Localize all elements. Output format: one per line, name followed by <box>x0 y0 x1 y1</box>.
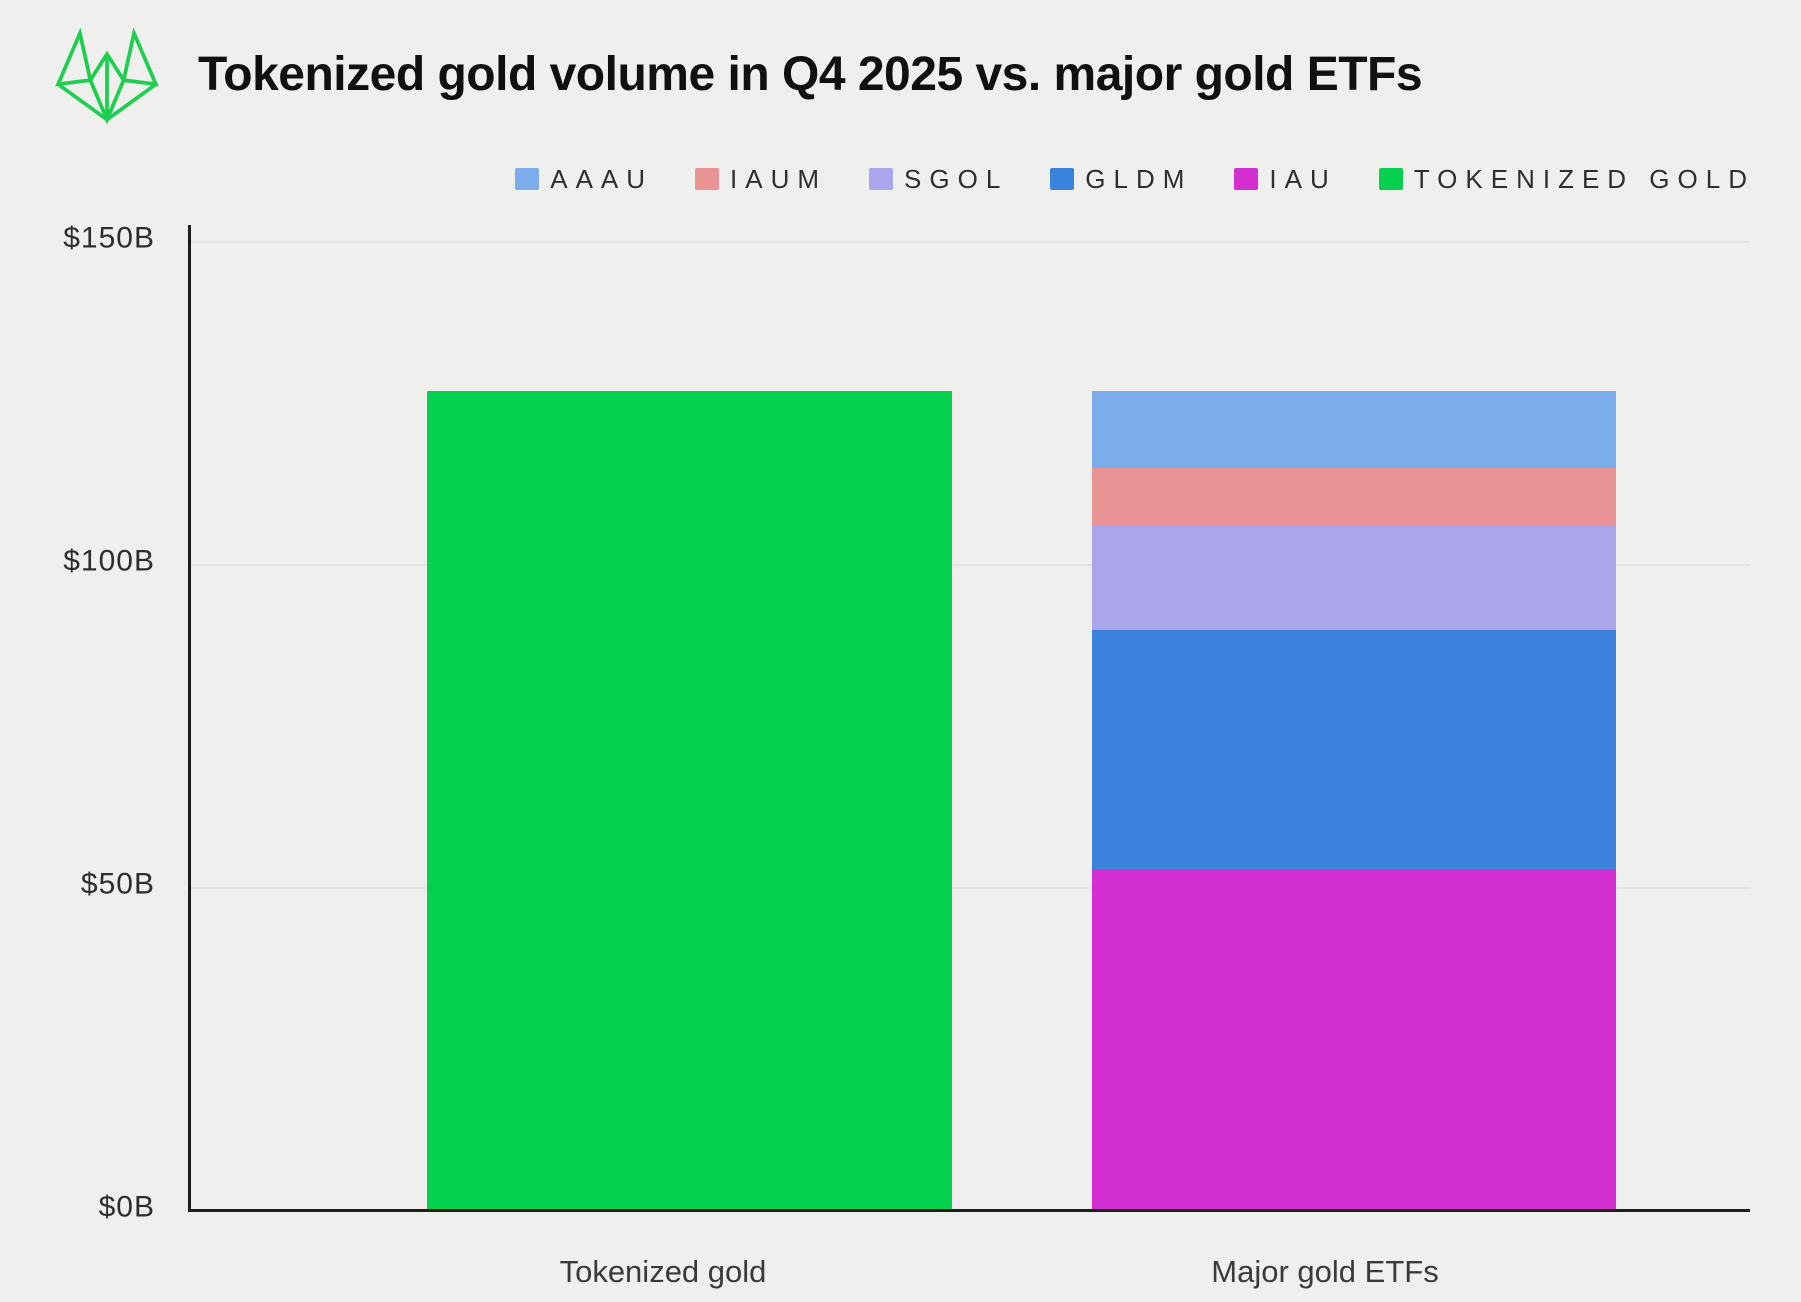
bar-segment-iau[interactable] <box>1092 868 1616 1211</box>
bar-segment-aaau[interactable] <box>1092 390 1616 469</box>
y-tick-$0b: $0B <box>98 1190 155 1224</box>
legend-label-aaau: AAAU <box>550 164 654 194</box>
legend-item-iau[interactable]: IAU <box>1234 166 1336 192</box>
legend-item-sgol[interactable]: SGOL <box>869 166 1008 192</box>
chart-title: Tokenized gold volume in Q4 2025 vs. maj… <box>198 48 1423 101</box>
gridline-150b <box>190 241 1750 243</box>
category-label-major-gold-etfs: Major gold ETFs <box>1211 1254 1439 1289</box>
y-tick-$150b: $150B <box>63 221 155 255</box>
legend-label-gldm: GLDM <box>1085 164 1193 194</box>
brand-logo <box>55 28 159 125</box>
bar-segment-iaum[interactable] <box>1092 468 1616 527</box>
legend-item-aaau[interactable]: AAAU <box>515 166 653 192</box>
legend-chip-tokenized-gold <box>1378 168 1403 190</box>
legend-chip-iaum <box>695 168 720 190</box>
y-tick-$50b: $50B <box>80 867 155 901</box>
legend-item-gldm[interactable]: GLDM <box>1050 166 1192 192</box>
legend-label-tokenized-gold: TOKENIZED GOLD <box>1413 164 1755 194</box>
legend-chip-sgol <box>869 168 894 190</box>
legend-item-tokenized-gold[interactable]: TOKENIZED GOLD <box>1378 164 1755 194</box>
bar-segment-gldm[interactable] <box>1092 629 1616 869</box>
bar-segment-tokenized-gold[interactable] <box>427 390 952 1211</box>
gridline-50b <box>190 887 1750 889</box>
x-axis-line <box>188 1209 1750 1212</box>
legend: AAAU IAUM SGOL GLDM IAU TOKENIZED GOLD <box>515 160 1755 198</box>
bar-segment-sgol[interactable] <box>1092 526 1616 630</box>
legend-chip-aaau <box>515 168 540 190</box>
logo-strokes <box>55 28 159 125</box>
legend-item-iaum[interactable]: IAUM <box>695 166 827 192</box>
category-label-tokenized-gold: Tokenized gold <box>559 1254 767 1289</box>
y-tick-$100b: $100B <box>63 544 155 578</box>
legend-chip-gldm <box>1050 168 1075 190</box>
legend-label-iau: IAU <box>1269 164 1337 194</box>
legend-chip-iau <box>1234 168 1259 190</box>
gridline-100b <box>190 564 1750 566</box>
legend-label-iaum: IAUM <box>730 164 828 194</box>
legend-label-sgol: SGOL <box>904 164 1009 194</box>
y-axis-line <box>188 225 191 1212</box>
